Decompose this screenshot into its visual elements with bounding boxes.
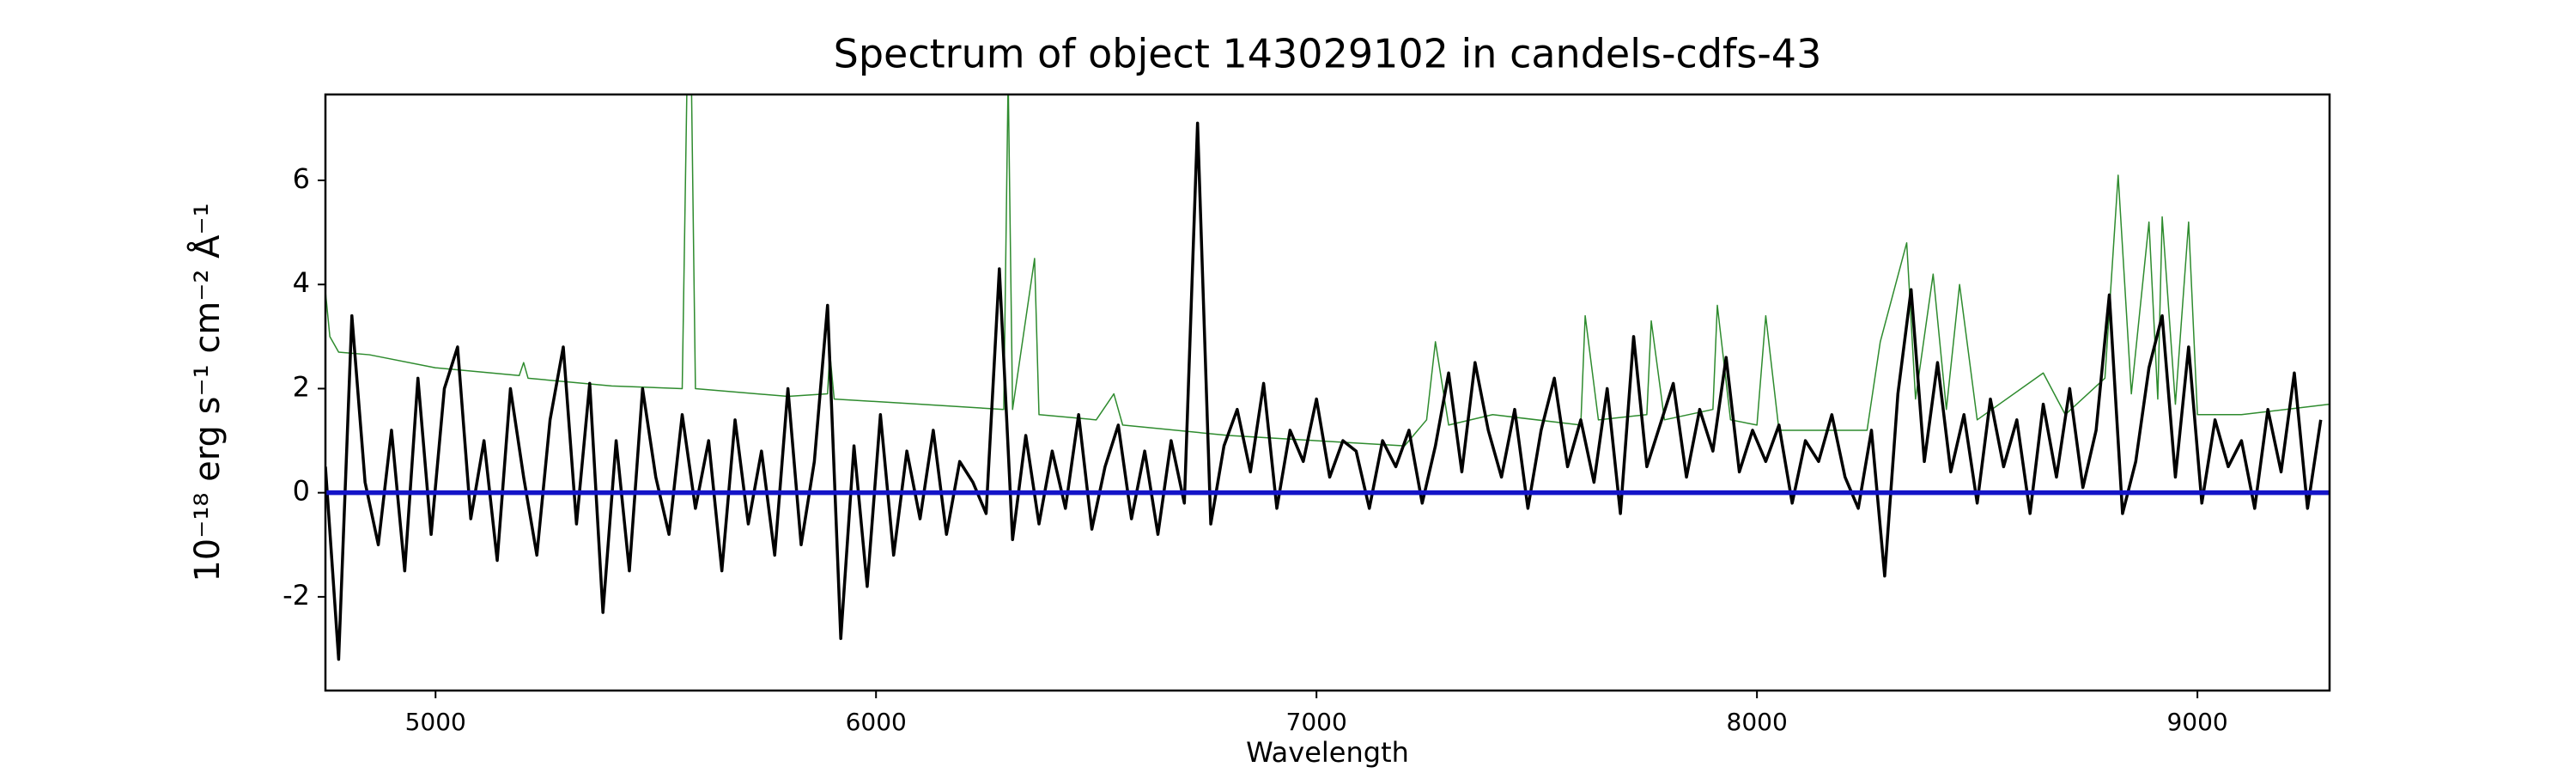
spectrum-line (325, 121, 2323, 661)
plot-frame (324, 93, 2331, 692)
x-tick-label: 7000 (1286, 708, 1347, 736)
chart-title: Spectrum of object 143029102 in candels-… (834, 31, 1822, 77)
y-tick-label: -2 (283, 579, 310, 612)
y-tick-label: 2 (293, 370, 310, 403)
x-tick-label: 8000 (1727, 708, 1788, 736)
y-tick-label: 6 (293, 162, 310, 195)
y-tick-label: 0 (293, 475, 310, 508)
plot-area (325, 94, 2330, 661)
y-tick-label: 4 (293, 266, 310, 299)
x-tick-label: 6000 (846, 708, 907, 736)
x-tick-label: 5000 (405, 708, 466, 736)
y-axis-label: 10⁻¹⁸ erg s⁻¹ cm⁻² Å⁻¹ (186, 203, 228, 581)
x-axis-label: Wavelength (1246, 736, 1409, 769)
x-tick-label: 9000 (2166, 708, 2227, 736)
